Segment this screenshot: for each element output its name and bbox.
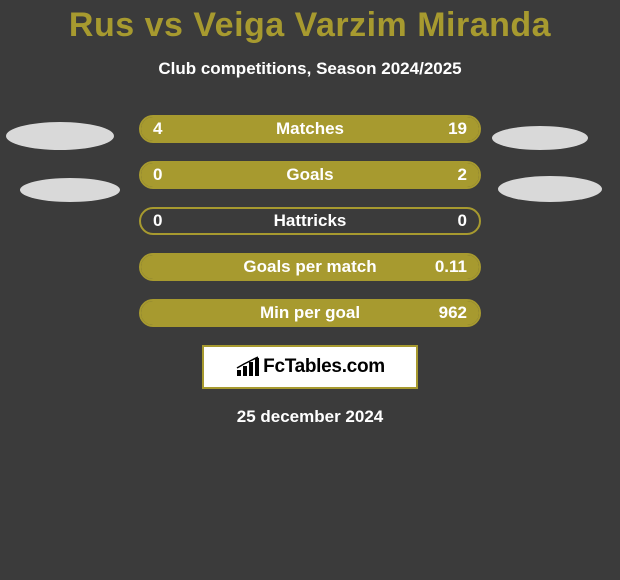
side-ellipse (6, 122, 114, 150)
bar-value-left: 0 (153, 209, 162, 233)
bar-label: Goals per match (141, 255, 479, 279)
logo-text: FcTables.com (263, 356, 385, 378)
bar-value-right: 19 (448, 117, 467, 141)
bar-value-right: 0 (458, 209, 467, 233)
bar-value-left: 0 (153, 163, 162, 187)
bar-label: Hattricks (141, 209, 479, 233)
stat-bar: Goals per match0.11 (139, 253, 481, 281)
bar-value-left: 4 (153, 117, 162, 141)
side-ellipse (20, 178, 120, 202)
date-line: 25 december 2024 (0, 407, 620, 427)
stat-bar: Goals0 2 (139, 161, 481, 189)
logo-box: FcTables.com (202, 345, 418, 389)
side-ellipse (492, 126, 588, 150)
bar-label: Goals (141, 163, 479, 187)
stat-bar: Matches4 19 (139, 115, 481, 143)
bar-label: Matches (141, 117, 479, 141)
bar-label: Min per goal (141, 301, 479, 325)
barchart-icon (235, 356, 261, 378)
page-subtitle: Club competitions, Season 2024/2025 (0, 59, 620, 79)
stat-bar: Min per goal962 (139, 299, 481, 327)
stat-bar: Hattricks0 0 (139, 207, 481, 235)
page-title: Rus vs Veiga Varzim Miranda (0, 0, 620, 45)
bar-value-right: 2 (458, 163, 467, 187)
page-root: Rus vs Veiga Varzim Miranda Club competi… (0, 0, 620, 580)
bar-value-right: 962 (439, 301, 467, 325)
side-ellipse (498, 176, 602, 202)
bar-value-right: 0.11 (435, 255, 467, 279)
